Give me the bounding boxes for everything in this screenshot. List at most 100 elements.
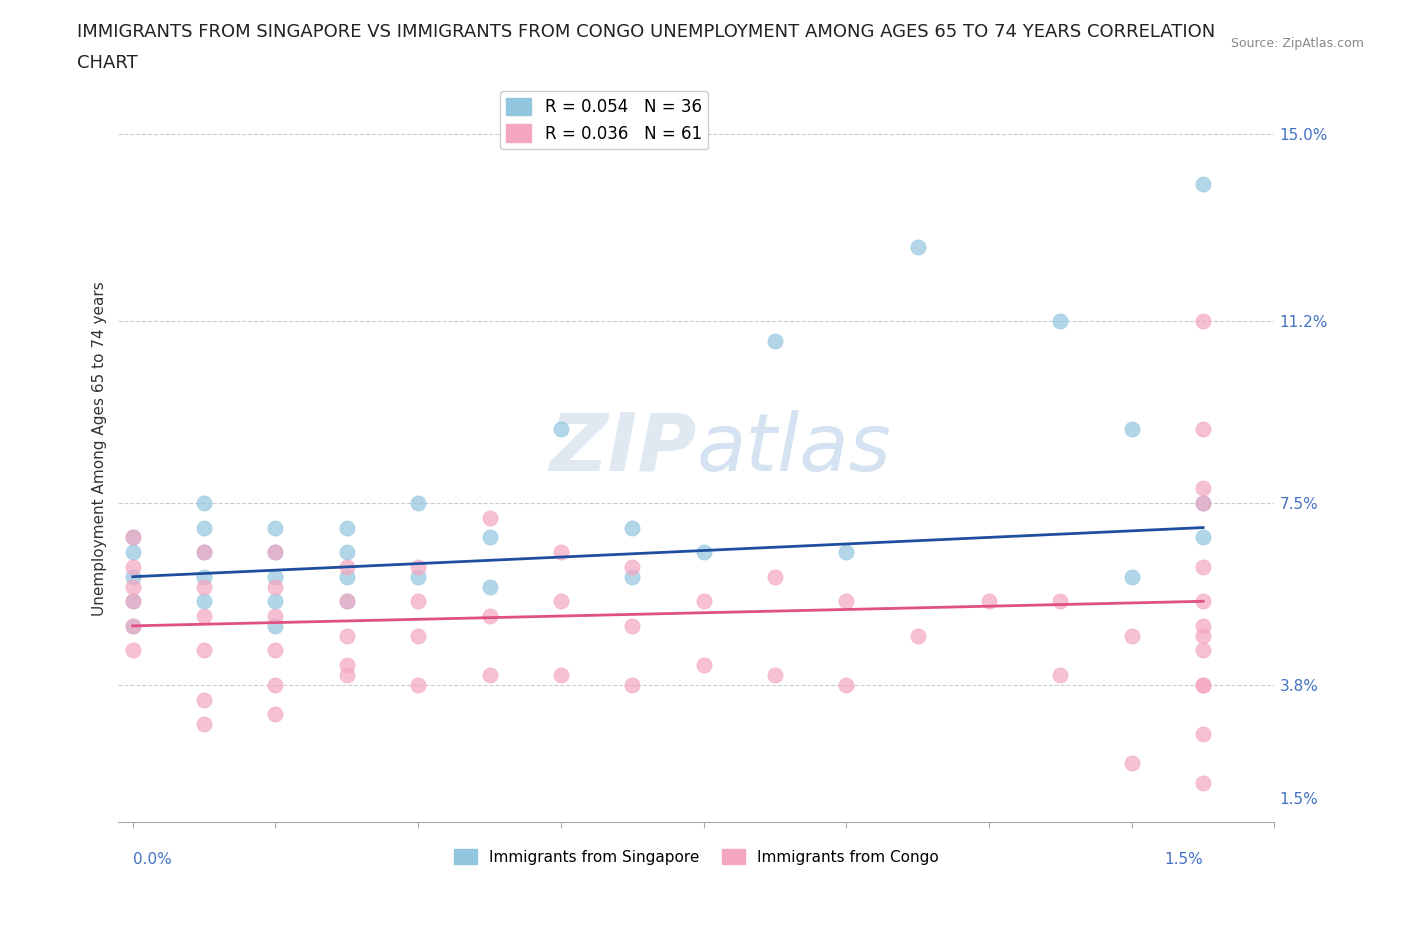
Point (1192, 643, 1215, 658)
Point (193, 579, 215, 594)
Point (1192, 677, 1215, 692)
Point (1192, 677, 1215, 692)
Point (406, 629, 429, 644)
Point (1121, 756, 1143, 771)
Point (193, 545, 215, 560)
Point (121, 560, 143, 575)
Point (1192, 726, 1215, 741)
Point (1049, 668, 1071, 683)
Point (621, 560, 644, 575)
Point (907, 240, 929, 255)
Point (264, 677, 287, 692)
Point (264, 608, 287, 623)
Point (550, 668, 572, 683)
Point (1049, 594, 1071, 609)
Point (478, 608, 501, 623)
Point (907, 629, 929, 644)
Point (1192, 629, 1215, 644)
Point (692, 594, 714, 609)
Point (336, 560, 359, 575)
Point (264, 579, 287, 594)
Point (406, 677, 429, 692)
Point (336, 629, 359, 644)
Point (121, 569, 143, 584)
Point (193, 594, 215, 609)
Y-axis label: Unemployment Among Ages 65 to 74 years: Unemployment Among Ages 65 to 74 years (93, 282, 107, 617)
Point (621, 618, 644, 633)
Point (264, 569, 287, 584)
Point (1192, 496, 1215, 511)
Point (621, 677, 644, 692)
Point (264, 594, 287, 609)
Point (1192, 176, 1215, 191)
Point (478, 668, 501, 683)
Point (977, 594, 1000, 609)
Point (1192, 496, 1215, 511)
Text: CHART: CHART (77, 54, 138, 72)
Point (264, 545, 287, 560)
Text: ZIP: ZIP (550, 410, 696, 488)
Point (336, 545, 359, 560)
Point (763, 668, 786, 683)
Point (121, 545, 143, 560)
Point (264, 707, 287, 722)
Text: 0.0%: 0.0% (132, 852, 172, 868)
Point (121, 643, 143, 658)
Point (264, 545, 287, 560)
Point (121, 594, 143, 609)
Point (550, 422, 572, 437)
Point (692, 658, 714, 672)
Point (336, 569, 359, 584)
Point (1192, 618, 1215, 633)
Text: Source: ZipAtlas.com: Source: ZipAtlas.com (1230, 37, 1364, 50)
Point (550, 545, 572, 560)
Point (336, 520, 359, 535)
Point (763, 569, 786, 584)
Text: atlas: atlas (696, 410, 891, 488)
Point (193, 717, 215, 732)
Text: IMMIGRANTS FROM SINGAPORE VS IMMIGRANTS FROM CONGO UNEMPLOYMENT AMONG AGES 65 TO: IMMIGRANTS FROM SINGAPORE VS IMMIGRANTS … (77, 23, 1216, 41)
Text: 1.5%: 1.5% (1164, 852, 1204, 868)
Point (1049, 313, 1071, 328)
Point (336, 658, 359, 672)
Point (193, 608, 215, 623)
Point (406, 560, 429, 575)
Point (1192, 776, 1215, 790)
Point (121, 618, 143, 633)
Point (121, 530, 143, 545)
Point (193, 520, 215, 535)
Point (1121, 629, 1143, 644)
Point (478, 579, 501, 594)
Point (406, 496, 429, 511)
Point (264, 618, 287, 633)
Point (1121, 569, 1143, 584)
Point (1192, 530, 1215, 545)
Point (1192, 481, 1215, 496)
Point (835, 677, 858, 692)
Point (193, 643, 215, 658)
Legend: Immigrants from Singapore, Immigrants from Congo: Immigrants from Singapore, Immigrants fr… (447, 843, 945, 870)
Point (763, 333, 786, 348)
Point (336, 594, 359, 609)
Point (1192, 560, 1215, 575)
Point (193, 545, 215, 560)
Point (406, 569, 429, 584)
Point (121, 594, 143, 609)
Point (121, 618, 143, 633)
Point (550, 594, 572, 609)
Point (1192, 313, 1215, 328)
Point (193, 496, 215, 511)
Point (1121, 422, 1143, 437)
Point (193, 569, 215, 584)
Point (264, 643, 287, 658)
Point (264, 520, 287, 535)
Point (1192, 594, 1215, 609)
Point (692, 545, 714, 560)
Point (1192, 422, 1215, 437)
Point (406, 594, 429, 609)
Point (336, 668, 359, 683)
Point (121, 579, 143, 594)
Point (621, 520, 644, 535)
Point (478, 511, 501, 525)
Point (835, 594, 858, 609)
